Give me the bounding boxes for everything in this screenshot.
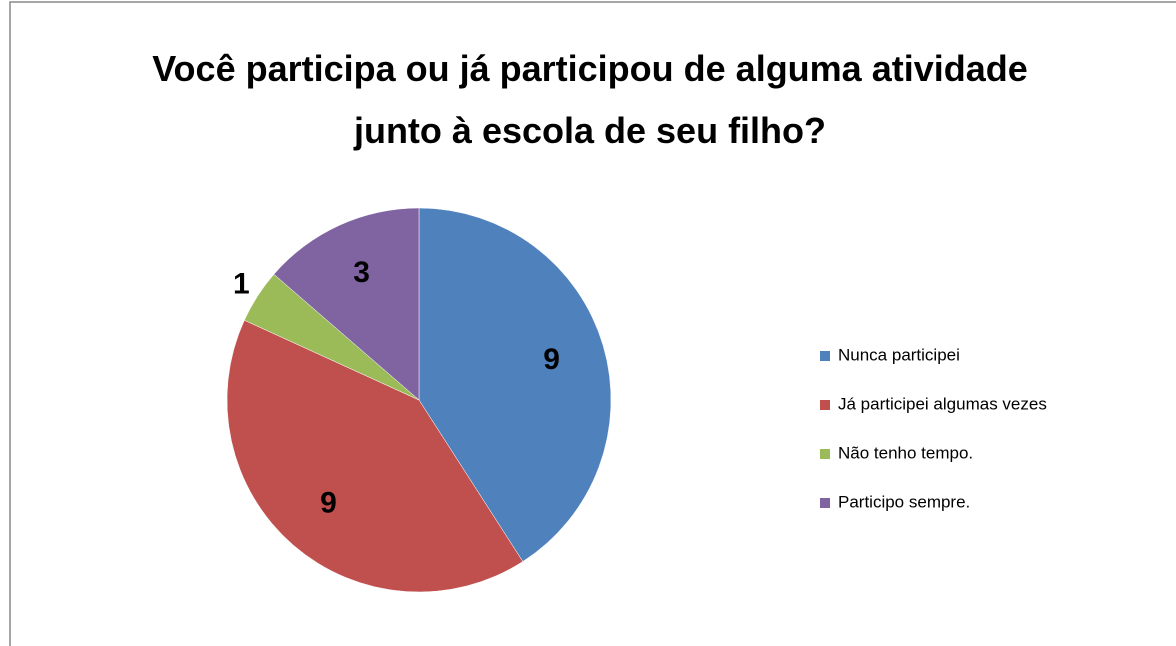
data-label: 9 [543, 343, 560, 376]
legend-swatch [820, 400, 830, 410]
pie-slice [273, 207, 420, 401]
data-label: 1 [233, 268, 250, 301]
chart-frame [9, 1, 1176, 646]
data-label: 3 [353, 256, 370, 289]
data-label: 9 [320, 486, 337, 519]
legend-swatch [820, 498, 830, 508]
legend-swatch [820, 449, 830, 459]
legend-swatch [820, 351, 830, 361]
pie-slice [226, 319, 524, 593]
legend-label: Participo sempre. [838, 492, 970, 511]
legend-label: Não tenho tempo. [838, 443, 973, 462]
legend-label: Nunca participei [838, 345, 960, 364]
legend-label: Já participei algumas vezes [838, 394, 1047, 413]
pie-slice [418, 207, 612, 562]
chart-title: Você participa ou já participou de algum… [152, 48, 1028, 151]
